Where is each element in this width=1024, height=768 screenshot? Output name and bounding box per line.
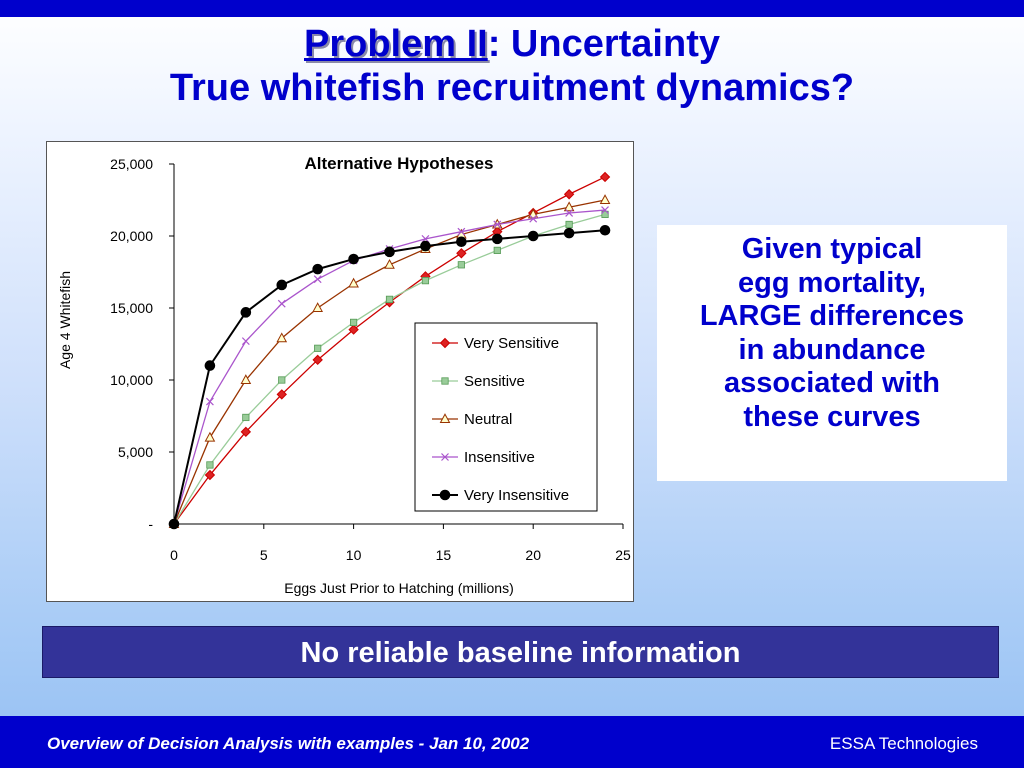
point-insensitive [241,337,250,346]
slide-title: Problem II: Uncertainty True whitefish r… [0,22,1024,110]
y-axis-label: Age 4 Whitefish [57,271,73,369]
point-neutral [563,201,575,212]
point-very-insensitive [168,518,180,530]
point-insensitive [565,209,574,217]
point-very-sensitive [240,426,252,438]
point-very-sensitive [563,189,575,200]
chart-title: Alternative Hypotheses [305,154,494,173]
point-sensitive [314,344,322,352]
point-insensitive [313,275,322,284]
point-very-insensitive [491,233,503,245]
point-neutral [204,431,216,442]
point-sensitive [278,376,286,384]
callout-line: in abundance [738,333,926,366]
x-tick-label: 20 [525,547,541,563]
point-very-sensitive [456,248,467,259]
legend-marker-very-sensitive [439,337,451,349]
point-very-insensitive [456,236,467,248]
point-insensitive [457,227,466,236]
point-sensitive [206,461,214,469]
point-insensitive [421,234,430,243]
y-tick-label: 20,000 [110,228,153,244]
y-tick-label: 15,000 [110,300,153,316]
top-bar [0,0,1024,17]
legend-marker-sensitive [441,377,449,385]
point-very-insensitive [276,279,288,291]
title-problem-label: Problem II [304,23,488,65]
x-tick-label: 0 [170,547,178,563]
callout-line: LARGE differences [699,300,965,332]
point-neutral [240,374,252,384]
point-insensitive [529,214,538,223]
footer-company: ESSA Technologies [829,734,978,753]
title-uncertainty: : Uncertainty [487,23,720,65]
callout-box: Given typical egg mortality, LARGE differe… [657,225,1007,481]
point-very-insensitive [312,263,323,275]
point-very-insensitive [384,246,395,258]
legend-label-very-insensitive: Very Insensitive [464,487,569,504]
point-neutral [276,332,288,343]
recruitment-chart: Alternative Hypotheses - 5,000 10,000 15,000… [57,154,631,596]
point-neutral [384,258,395,269]
footer-bar: Overview of Decision Analysis with examp… [0,716,1024,768]
point-insensitive [493,220,502,229]
point-sensitive [242,413,250,422]
point-sensitive [385,295,394,303]
legend-label-neutral: Neutral [464,411,512,428]
point-insensitive [205,397,214,406]
point-very-insensitive [240,307,252,318]
x-tick-label: 5 [260,547,268,563]
x-tick-label: 25 [615,547,631,563]
x-tick-label: 15 [436,547,452,563]
point-neutral [312,302,324,312]
callout-line: Given typical [741,233,923,265]
x-axis-label: Eggs Just Prior to Hatching (millions) [284,580,514,596]
point-very-sensitive [276,389,287,400]
legend-label-insensitive: Insensitive [464,449,535,466]
baseline-banner: No reliable baseline information [42,626,999,678]
point-very-insensitive [348,253,359,265]
point-very-sensitive [204,469,216,481]
point-insensitive [277,299,286,308]
title-line-2: True whitefish recruitment dynamics? [169,67,855,109]
point-neutral [599,194,611,204]
point-very-insensitive [599,224,611,236]
callout-line: egg mortality, [738,266,926,299]
callout-line: these curves [743,400,921,433]
title-line-1: Problem II: Uncertainty [0,22,1024,66]
point-very-insensitive [420,240,431,252]
point-neutral [348,277,359,288]
point-sensitive [349,318,358,326]
legend-marker-very-insensitive [439,489,451,501]
legend-marker-neutral [439,413,451,423]
point-sensitive [493,246,501,254]
point-very-sensitive [348,324,359,335]
legend-label-sensitive: Sensitive [464,373,525,390]
legend-label-very-sensitive: Very Sensitive [464,335,559,352]
point-sensitive [421,277,430,285]
point-very-insensitive [204,360,216,371]
legend-marker-insensitive [441,453,449,461]
point-very-sensitive [599,171,611,183]
point-sensitive [457,261,465,269]
callout-line: associated with [724,367,940,399]
point-insensitive [601,206,609,215]
footer-presentation-title: Overview of Decision Analysis with examp… [47,734,530,753]
y-tick-label: - [148,516,153,532]
y-tick-label: 10,000 [110,372,153,388]
point-sensitive [565,220,573,229]
y-tick-label: 25,000 [110,156,153,172]
x-tick-label: 10 [346,547,362,563]
point-sensitive [601,210,609,218]
point-very-insensitive [563,227,575,239]
point-very-sensitive [312,354,323,366]
chart-panel: Alternative Hypotheses - 5,000 10,000 15,000… [46,141,634,602]
y-tick-label: 5,000 [118,444,153,460]
point-very-insensitive [527,230,539,242]
